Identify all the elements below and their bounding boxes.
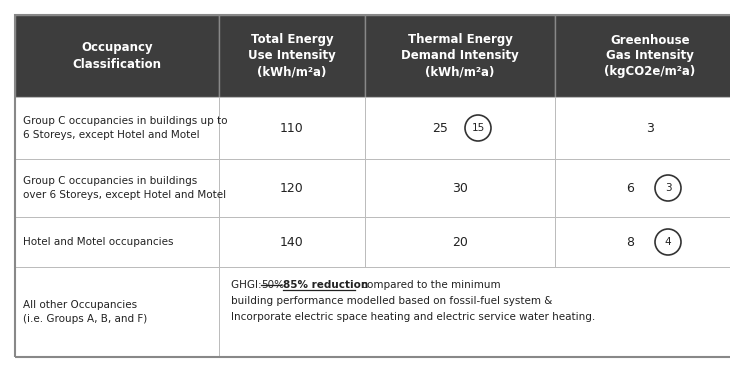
Text: 20: 20	[452, 236, 468, 248]
Text: 110: 110	[280, 122, 304, 134]
Text: 85% reduction: 85% reduction	[283, 280, 368, 290]
Text: 6: 6	[626, 181, 634, 194]
Bar	[555, 159, 730, 217]
Text: 25: 25	[432, 122, 448, 134]
Text: compared to the minimum: compared to the minimum	[358, 280, 501, 290]
Text: 30: 30	[452, 181, 468, 194]
Bar	[555, 97, 730, 159]
Bar	[15, 217, 219, 267]
Ellipse shape	[465, 115, 491, 141]
Bar	[219, 267, 730, 357]
Text: 8: 8	[626, 236, 634, 248]
Text: building performance modelled based on fossil-fuel system &: building performance modelled based on f…	[231, 296, 553, 306]
Bar	[555, 15, 730, 97]
Bar	[219, 159, 365, 217]
Text: 50%: 50%	[261, 280, 284, 290]
Text: Group C occupancies in buildings up to
6 Storeys, except Hotel and Motel: Group C occupancies in buildings up to 6…	[23, 116, 228, 140]
Text: Total Energy
Use Intensity
(kWh/m²a): Total Energy Use Intensity (kWh/m²a)	[248, 33, 336, 79]
Bar	[555, 217, 730, 267]
Text: Hotel and Motel occupancies: Hotel and Motel occupancies	[23, 237, 174, 247]
Bar	[219, 97, 365, 159]
Bar	[15, 15, 730, 357]
Bar	[219, 15, 365, 97]
Text: Incorporate electric space heating and electric service water heating.: Incorporate electric space heating and e…	[231, 312, 595, 322]
Text: Greenhouse
Gas Intensity
(kgCO2e/m²a): Greenhouse Gas Intensity (kgCO2e/m²a)	[604, 33, 696, 79]
Bar	[365, 15, 555, 97]
Text: Thermal Energy
Demand Intensity
(kWh/m²a): Thermal Energy Demand Intensity (kWh/m²a…	[401, 33, 519, 79]
Text: 3: 3	[646, 122, 654, 134]
Text: 3: 3	[665, 183, 672, 193]
Ellipse shape	[655, 175, 681, 201]
Text: 4: 4	[665, 237, 672, 247]
Text: Group C occupancies in buildings
over 6 Storeys, except Hotel and Motel: Group C occupancies in buildings over 6 …	[23, 176, 226, 199]
Bar	[15, 15, 219, 97]
Bar	[365, 217, 555, 267]
Bar	[15, 267, 219, 357]
Text: Occupancy
Classification: Occupancy Classification	[72, 42, 161, 70]
Bar	[365, 97, 555, 159]
Bar	[15, 159, 219, 217]
Text: 15: 15	[472, 123, 485, 133]
Text: 140: 140	[280, 236, 304, 248]
Text: 120: 120	[280, 181, 304, 194]
Text: GHGI:: GHGI:	[231, 280, 265, 290]
Bar	[219, 217, 365, 267]
Ellipse shape	[655, 229, 681, 255]
Bar	[15, 97, 219, 159]
Text: All other Occupancies
(i.e. Groups A, B, and F): All other Occupancies (i.e. Groups A, B,…	[23, 300, 147, 324]
Bar	[365, 159, 555, 217]
